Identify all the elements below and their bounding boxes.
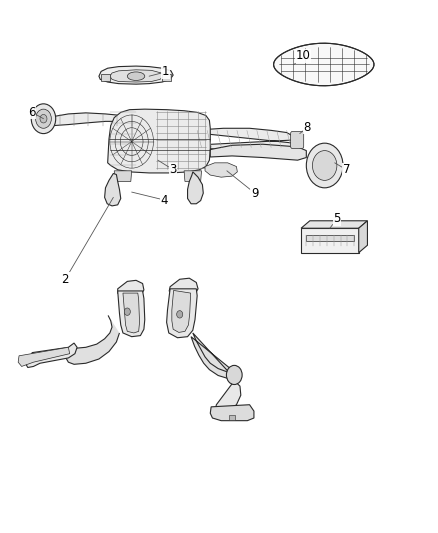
Polygon shape — [169, 278, 198, 298]
Polygon shape — [172, 290, 191, 333]
Text: 7: 7 — [335, 163, 350, 176]
Polygon shape — [101, 74, 110, 82]
Ellipse shape — [127, 72, 145, 80]
Polygon shape — [26, 343, 77, 368]
Polygon shape — [230, 415, 235, 419]
Circle shape — [124, 308, 131, 316]
Polygon shape — [123, 293, 140, 333]
Text: 9: 9 — [227, 171, 258, 200]
Circle shape — [226, 366, 242, 384]
Polygon shape — [118, 280, 144, 298]
Polygon shape — [65, 316, 120, 365]
Circle shape — [306, 143, 343, 188]
Text: 2: 2 — [62, 197, 113, 286]
Polygon shape — [187, 172, 203, 204]
Text: 10: 10 — [294, 50, 310, 64]
Text: 6: 6 — [28, 106, 43, 119]
Polygon shape — [301, 228, 359, 253]
FancyBboxPatch shape — [290, 132, 304, 149]
Polygon shape — [108, 109, 210, 173]
Polygon shape — [114, 171, 132, 181]
Polygon shape — [205, 163, 237, 177]
Polygon shape — [162, 74, 171, 82]
Circle shape — [35, 109, 51, 128]
Polygon shape — [210, 144, 306, 160]
Polygon shape — [215, 381, 241, 418]
Polygon shape — [359, 221, 367, 253]
Polygon shape — [301, 221, 367, 228]
Polygon shape — [192, 128, 294, 151]
Text: 8: 8 — [300, 120, 311, 134]
Polygon shape — [105, 173, 121, 206]
Polygon shape — [274, 43, 374, 86]
Polygon shape — [53, 113, 145, 126]
Text: 3: 3 — [158, 160, 177, 176]
Circle shape — [31, 104, 56, 134]
Polygon shape — [18, 348, 70, 367]
Polygon shape — [110, 70, 163, 82]
Text: 1: 1 — [149, 66, 170, 78]
Circle shape — [177, 311, 183, 318]
Polygon shape — [184, 171, 201, 181]
Circle shape — [40, 115, 47, 123]
Polygon shape — [118, 291, 145, 337]
Text: 5: 5 — [330, 212, 341, 228]
Polygon shape — [166, 289, 197, 338]
Polygon shape — [306, 235, 354, 241]
Polygon shape — [191, 333, 234, 378]
Polygon shape — [182, 120, 193, 133]
Polygon shape — [210, 405, 254, 421]
Polygon shape — [99, 66, 173, 84]
Circle shape — [312, 151, 337, 180]
Text: 4: 4 — [132, 192, 168, 207]
